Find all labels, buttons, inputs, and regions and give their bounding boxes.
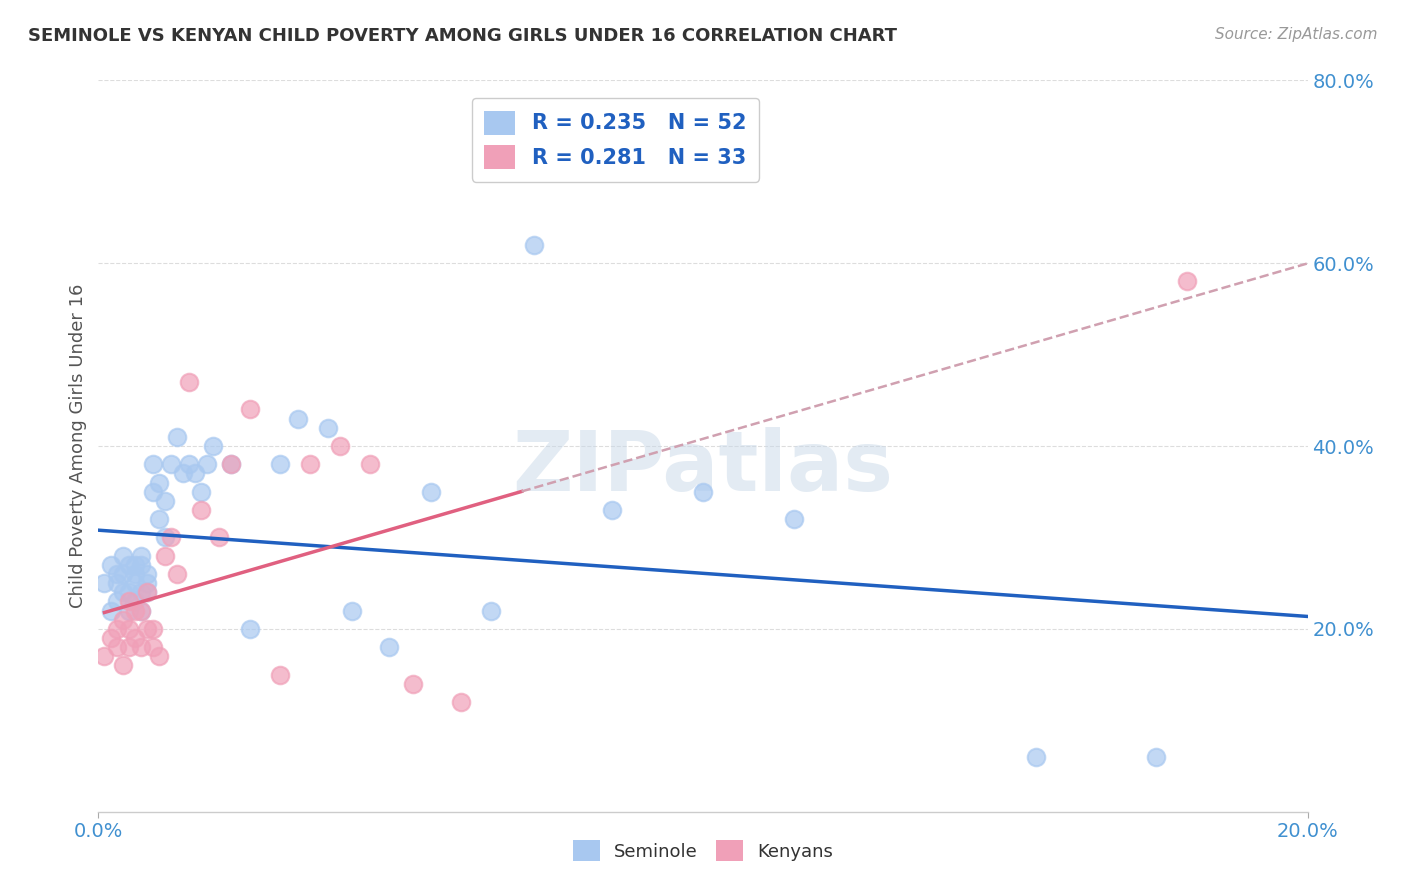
Point xyxy=(523,238,546,252)
Point xyxy=(316,421,339,435)
Point xyxy=(118,640,141,655)
Point xyxy=(129,585,152,599)
Point xyxy=(105,594,128,608)
Point xyxy=(111,549,134,563)
Legend: Seminole, Kenyans: Seminole, Kenyans xyxy=(565,833,841,869)
Point xyxy=(124,576,146,591)
Point xyxy=(124,567,146,582)
Point xyxy=(100,558,122,572)
Point xyxy=(118,603,141,617)
Point xyxy=(692,484,714,499)
Point xyxy=(100,603,122,617)
Point xyxy=(111,567,134,582)
Point xyxy=(269,667,291,681)
Point xyxy=(153,494,176,508)
Point xyxy=(129,558,152,572)
Point xyxy=(1024,749,1046,764)
Point xyxy=(129,603,152,617)
Y-axis label: Child Poverty Among Girls Under 16: Child Poverty Among Girls Under 16 xyxy=(69,284,87,608)
Point xyxy=(100,631,122,645)
Point xyxy=(135,585,157,599)
Point xyxy=(105,576,128,591)
Point xyxy=(299,457,322,471)
Point xyxy=(135,567,157,582)
Text: ZIPatlas: ZIPatlas xyxy=(513,427,893,508)
Point xyxy=(118,585,141,599)
Point xyxy=(148,475,170,490)
Point xyxy=(148,512,170,526)
Point xyxy=(342,603,364,617)
Point xyxy=(166,567,188,582)
Point xyxy=(160,457,183,471)
Point xyxy=(420,484,443,499)
Point xyxy=(208,530,231,544)
Point xyxy=(184,467,207,481)
Point xyxy=(105,640,128,655)
Point xyxy=(287,411,309,425)
Point xyxy=(142,457,165,471)
Point xyxy=(481,603,503,617)
Point xyxy=(129,640,152,655)
Point xyxy=(153,530,176,544)
Point xyxy=(124,594,146,608)
Point xyxy=(142,640,165,655)
Text: SEMINOLE VS KENYAN CHILD POVERTY AMONG GIRLS UNDER 16 CORRELATION CHART: SEMINOLE VS KENYAN CHILD POVERTY AMONG G… xyxy=(28,27,897,45)
Point xyxy=(160,530,183,544)
Point xyxy=(135,622,157,636)
Point xyxy=(142,622,165,636)
Point xyxy=(602,503,624,517)
Point xyxy=(124,631,146,645)
Point xyxy=(111,658,134,673)
Point xyxy=(118,594,141,608)
Point xyxy=(239,402,262,417)
Point xyxy=(221,457,243,471)
Text: Source: ZipAtlas.com: Source: ZipAtlas.com xyxy=(1215,27,1378,42)
Point xyxy=(221,457,243,471)
Point xyxy=(153,549,176,563)
Point xyxy=(190,503,212,517)
Point xyxy=(93,649,115,664)
Point xyxy=(111,585,134,599)
Point xyxy=(135,585,157,599)
Point xyxy=(1144,749,1167,764)
Point xyxy=(124,558,146,572)
Point xyxy=(1175,275,1198,289)
Point xyxy=(118,622,141,636)
Point xyxy=(129,603,152,617)
Point xyxy=(239,622,262,636)
Point xyxy=(190,484,212,499)
Point xyxy=(124,603,146,617)
Point xyxy=(105,622,128,636)
Point xyxy=(166,430,188,444)
Point xyxy=(360,457,382,471)
Point xyxy=(179,375,201,389)
Point xyxy=(172,467,194,481)
Point xyxy=(93,576,115,591)
Point xyxy=(329,439,352,453)
Point xyxy=(142,484,165,499)
Point xyxy=(111,613,134,627)
Point xyxy=(118,558,141,572)
Point xyxy=(135,576,157,591)
Point xyxy=(129,549,152,563)
Point xyxy=(148,649,170,664)
Point xyxy=(195,457,218,471)
Point xyxy=(377,640,399,655)
Point xyxy=(269,457,291,471)
Point xyxy=(105,567,128,582)
Point xyxy=(179,457,201,471)
Point xyxy=(202,439,225,453)
Point xyxy=(450,695,472,709)
Point xyxy=(402,676,425,690)
Point xyxy=(783,512,806,526)
